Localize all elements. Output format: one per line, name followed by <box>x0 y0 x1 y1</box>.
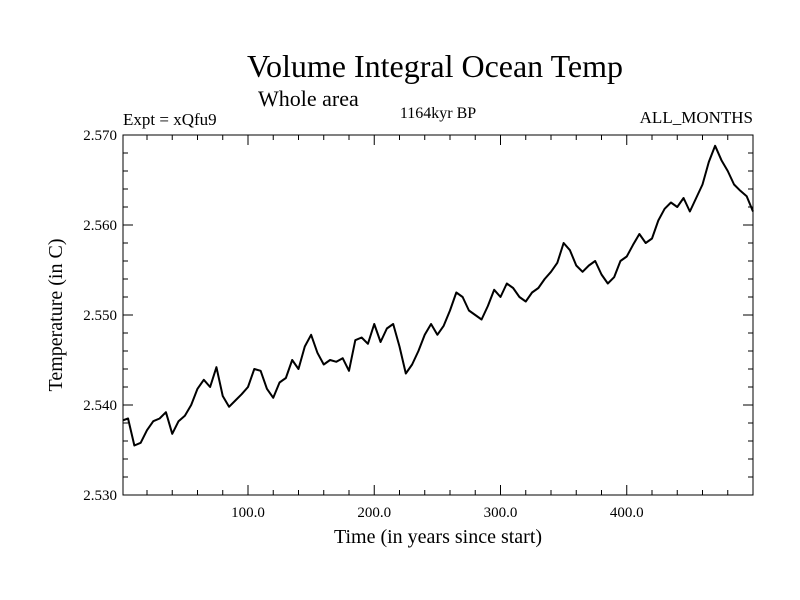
temperature-line <box>122 144 754 447</box>
plot-frame <box>122 134 754 496</box>
x-tick-label: 400.0 <box>610 505 644 521</box>
age-label: 1164kyr BP <box>400 105 476 122</box>
axis-ticks <box>123 134 753 496</box>
y-tick-label: 2.540 <box>83 398 117 414</box>
y-tick-label: 2.560 <box>83 218 117 234</box>
y-tick-label: 2.550 <box>83 308 117 324</box>
months-label: ALL_MONTHS <box>640 108 753 127</box>
axis-tick-labels: 100.0 200.0 300.0 400.0 2.530 2.540 2.550 2.560… <box>83 128 643 521</box>
x-axis-label: Time (in years since start) <box>334 526 542 548</box>
x-tick-label: 300.0 <box>484 505 518 521</box>
y-axis-label: Temperature (in C) <box>45 239 67 392</box>
chart-subtitle: Whole area <box>258 86 359 111</box>
y-tick-label: 2.570 <box>83 128 117 144</box>
chart-title: Volume Integral Ocean Temp <box>247 48 623 84</box>
experiment-label: Expt = xQfu9 <box>123 110 217 129</box>
x-tick-label: 200.0 <box>357 505 391 521</box>
y-tick-label: 2.530 <box>83 488 117 504</box>
x-tick-label: 100.0 <box>231 505 265 521</box>
